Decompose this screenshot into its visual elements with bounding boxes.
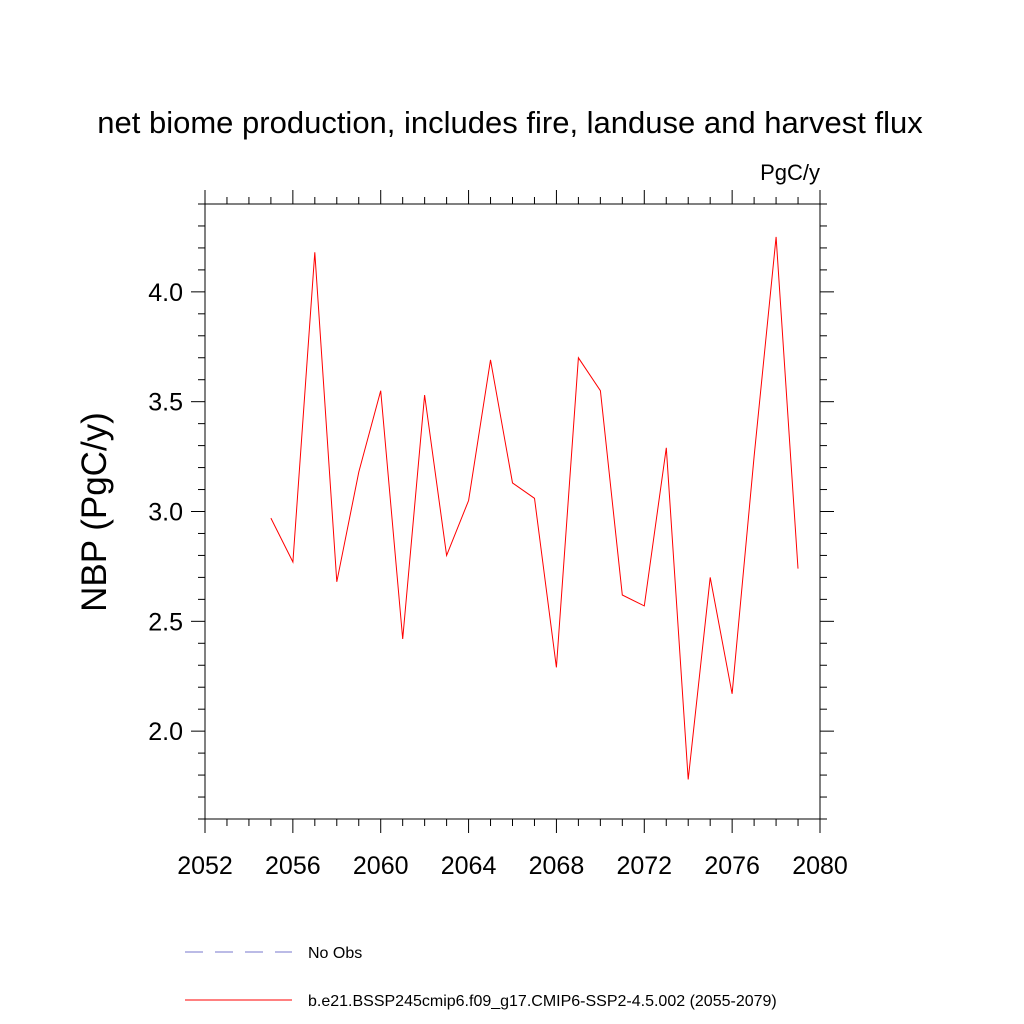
legend-label-0: No Obs	[308, 945, 362, 962]
x-tick-label-2072: 2072	[616, 852, 672, 880]
chart-title: net biome production, includes fire, lan…	[97, 105, 923, 140]
x-tick-label-2060: 2060	[353, 852, 409, 880]
legend-label-1: b.e21.BSSP245cmip6.f09_g17.CMIP6-SSP2-4.…	[308, 993, 777, 1010]
plot-frame	[204, 203, 821, 820]
y-tick-label-3.5: 3.5	[148, 389, 183, 417]
axis-ticks	[191, 190, 834, 833]
units-label: PgC/y	[760, 160, 820, 185]
x-tick-label-2080: 2080	[792, 852, 848, 880]
legend: No Obs b.e21.BSSP245cmip6.f09_g17.CMIP6-S…	[185, 945, 777, 1010]
y-tick-label-4: 4.0	[148, 279, 183, 307]
y-tick-label-3: 3.0	[148, 499, 183, 527]
x-tick-label-2064: 2064	[441, 852, 497, 880]
x-tick-label-2052: 2052	[177, 852, 233, 880]
series-line-0	[270, 236, 799, 780]
y-tick-label-2.5: 2.5	[148, 608, 183, 636]
x-tick-label-2076: 2076	[704, 852, 760, 880]
y-axis-label: NBP (PgC/y)	[75, 412, 114, 612]
y-tick-label-2: 2.0	[148, 718, 183, 746]
x-tick-label-2068: 2068	[529, 852, 585, 880]
axis-tick-labels: 2052 2056 2060 2064 2068 2072 2076 2080 2.0 2.5 3.…	[148, 279, 848, 880]
x-tick-label-2056: 2056	[265, 852, 321, 880]
data-series	[270, 236, 799, 780]
